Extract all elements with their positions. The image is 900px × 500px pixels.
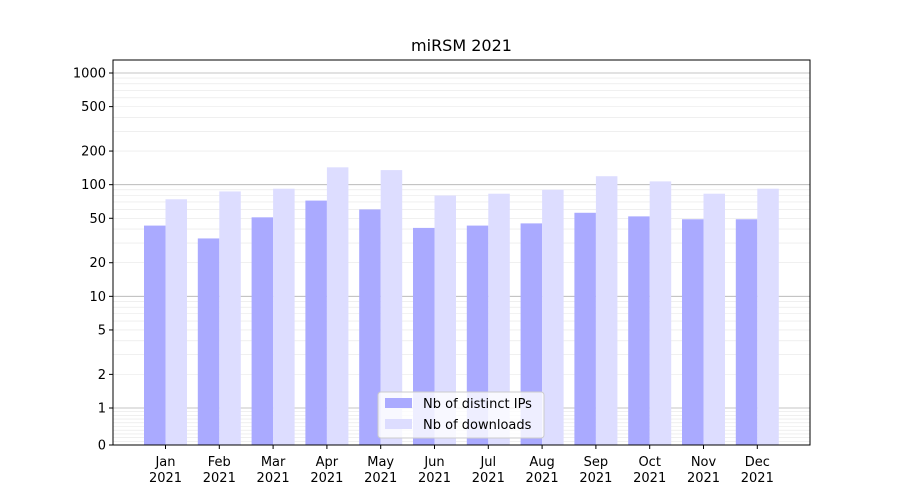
bar — [488, 193, 510, 445]
y-tick-label: 5 — [98, 323, 106, 338]
y-tick-label: 2 — [98, 368, 106, 383]
x-tick-label: Oct 2021 — [633, 455, 666, 486]
bar — [251, 217, 274, 445]
bar — [326, 167, 349, 446]
x-tick-label: Aug 2021 — [526, 455, 559, 486]
bar — [413, 227, 435, 445]
bar — [628, 216, 650, 445]
bar — [574, 212, 596, 445]
bar — [144, 225, 166, 445]
bar — [735, 219, 758, 445]
bar — [197, 238, 220, 445]
bars-layer — [144, 167, 779, 446]
x-tick-label: May 2021 — [364, 455, 397, 486]
bar — [359, 209, 381, 445]
y-tick-label: 500 — [81, 100, 106, 115]
y-tick-label: 20 — [89, 256, 106, 271]
bar — [682, 219, 704, 445]
legend: Nb of distinct IPs Nb of downloads — [377, 391, 545, 439]
bar — [165, 199, 187, 445]
legend-label: Nb of downloads — [423, 418, 532, 433]
x-tick-label: Apr 2021 — [310, 455, 343, 486]
x-tick-label: Jul 2021 — [472, 455, 505, 486]
bar — [219, 191, 241, 445]
bar — [757, 188, 779, 445]
x-tick-label: Feb 2021 — [203, 455, 236, 486]
legend-label: Nb of distinct IPs — [423, 397, 532, 412]
y-tick-label: 200 — [81, 145, 106, 160]
y-tick-label: 100 — [81, 178, 106, 193]
x-tick-label: Mar 2021 — [257, 455, 290, 486]
y-tick-label: 10 — [89, 290, 106, 305]
y-tick-label: 0 — [98, 439, 106, 454]
y-tick-label: 50 — [89, 212, 106, 227]
chart-title: miRSM 2021 — [411, 36, 512, 55]
x-tick-label: Nov 2021 — [687, 455, 720, 486]
x-tick-label: Jun 2021 — [418, 455, 451, 486]
bar — [703, 193, 725, 445]
bar — [305, 200, 327, 445]
bar — [466, 225, 489, 445]
bar — [520, 223, 543, 445]
bar — [542, 189, 564, 445]
legend-box — [377, 391, 545, 439]
bar — [595, 176, 618, 445]
x-axis: Jan 2021 Feb 2021 Mar 2021 Apr 2021 May 2021 Jun 20… — [149, 445, 774, 486]
y-tick-label: 1 — [98, 402, 106, 417]
bar — [380, 170, 403, 445]
bar — [649, 181, 672, 445]
legend-swatch — [385, 419, 412, 429]
x-tick-label: Jan 2021 — [149, 455, 182, 486]
y-tick-label: 1000 — [73, 67, 106, 82]
bar — [434, 195, 456, 445]
x-tick-label: Dec 2021 — [741, 455, 774, 486]
bar — [273, 188, 295, 445]
plot-frame — [112, 59, 811, 446]
y-axis: 0 1 2 5 10 20 50 100 200 500 1000 — [73, 67, 113, 454]
legend-swatch — [385, 398, 412, 408]
x-tick-label: Sep 2021 — [579, 455, 612, 486]
